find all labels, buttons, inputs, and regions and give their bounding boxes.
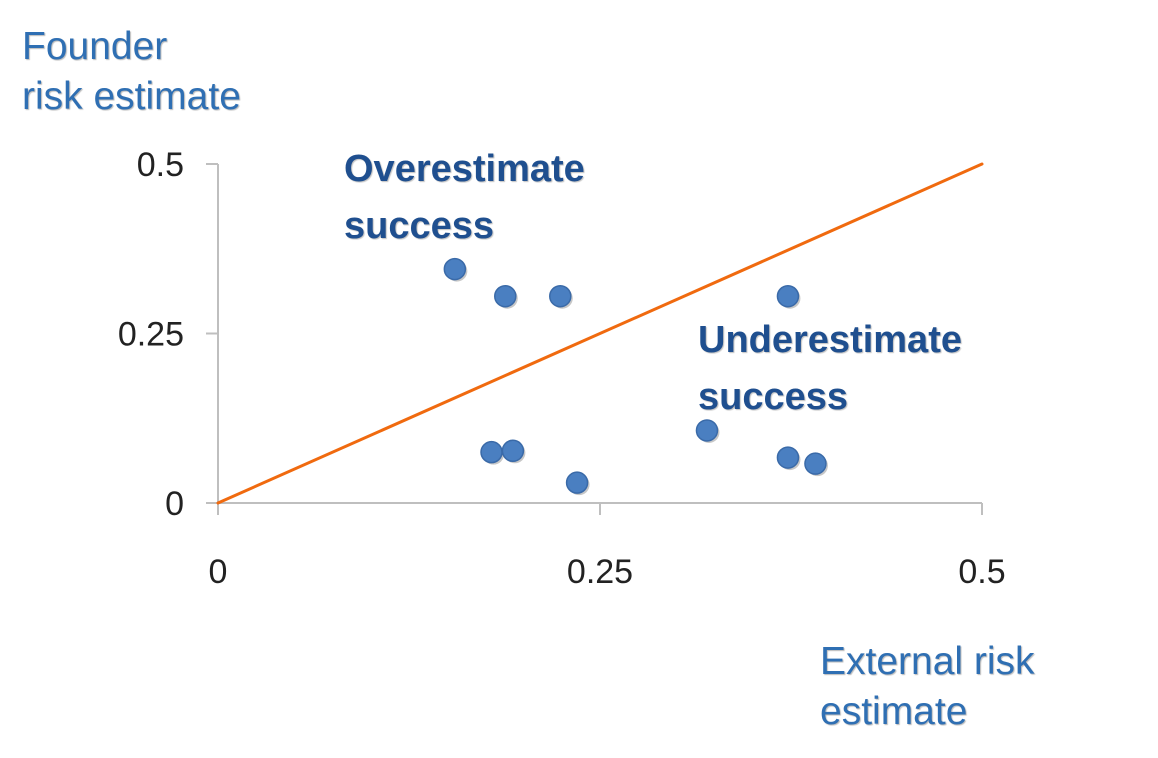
data-point — [443, 257, 467, 281]
data-point — [480, 440, 503, 464]
y-tick-label: 0.25 — [118, 316, 184, 354]
y-axis-title-line-1: Founder — [22, 25, 168, 68]
y-tick-label: 0 — [165, 485, 184, 523]
data-point — [695, 419, 719, 442]
overestimate-annotation-line-2: success — [344, 205, 495, 247]
data-point — [549, 284, 572, 308]
underestimate-annotation: Underestimate success — [698, 312, 962, 426]
data-point — [565, 471, 589, 494]
x-tick-label: 0 — [209, 553, 228, 591]
underestimate-annotation-line-2: success — [698, 376, 849, 418]
x-axis-title-line-2: estimate — [820, 690, 968, 733]
data-point — [494, 284, 517, 308]
overestimate-annotation: Overestimate success — [344, 141, 585, 255]
data-point — [776, 446, 800, 469]
axes: 0 0.25 0.5 0 0.25 0.5 — [118, 146, 1006, 591]
data-point — [804, 452, 827, 475]
data-point — [776, 284, 800, 308]
overestimate-annotation-line-1: Overestimate — [344, 148, 585, 190]
reference-line-layer — [216, 162, 984, 505]
y-axis-title: Founder risk estimate — [22, 22, 241, 122]
data-point — [501, 439, 525, 463]
underestimate-annotation-line-1: Underestimate — [698, 319, 962, 361]
x-tick-label: 0.5 — [958, 553, 1005, 591]
x-axis-title-line-1: External risk — [820, 640, 1035, 683]
reference-line — [216, 162, 984, 505]
y-tick-label: 0.5 — [137, 146, 184, 184]
x-tick-label: 0.25 — [567, 553, 633, 591]
x-axis-title: External risk estimate — [820, 637, 1035, 737]
y-axis-title-line-2: risk estimate — [22, 75, 241, 118]
data-points — [443, 257, 828, 496]
